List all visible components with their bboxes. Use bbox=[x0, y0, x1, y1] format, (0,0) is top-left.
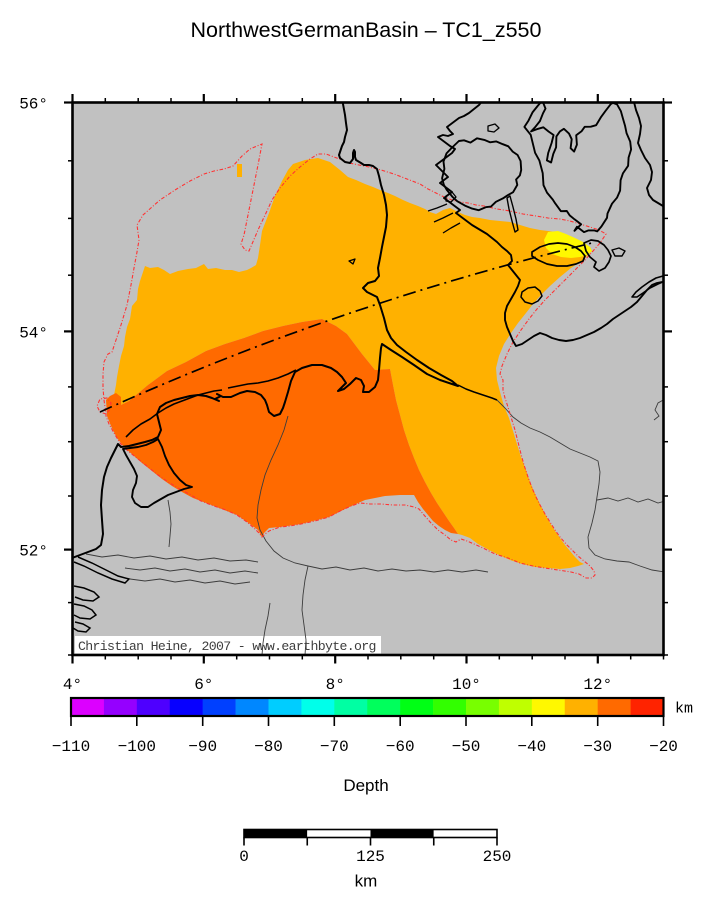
svg-text:−80: −80 bbox=[254, 738, 283, 756]
svg-text:56°: 56° bbox=[19, 96, 48, 114]
svg-text:NorthwestGermanBasin – TC1_z55: NorthwestGermanBasin – TC1_z550 bbox=[191, 18, 542, 42]
svg-text:8°: 8° bbox=[326, 676, 345, 694]
svg-text:52°: 52° bbox=[19, 543, 48, 561]
svg-text:−30: −30 bbox=[583, 738, 612, 756]
svg-text:−40: −40 bbox=[517, 738, 546, 756]
svg-text:km: km bbox=[675, 701, 693, 718]
svg-text:0: 0 bbox=[239, 848, 249, 866]
svg-text:125: 125 bbox=[356, 848, 385, 866]
svg-text:Depth: Depth bbox=[343, 776, 388, 795]
svg-text:−60: −60 bbox=[386, 738, 415, 756]
svg-text:54°: 54° bbox=[19, 324, 48, 342]
svg-text:4°: 4° bbox=[63, 676, 82, 694]
svg-text:km: km bbox=[355, 872, 378, 891]
svg-text:250: 250 bbox=[483, 848, 512, 866]
svg-text:Christian Heine, 2007 - www.ea: Christian Heine, 2007 - www.earthbyte.or… bbox=[78, 639, 376, 654]
svg-text:10°: 10° bbox=[452, 676, 481, 694]
svg-text:−50: −50 bbox=[452, 738, 481, 756]
svg-text:−20: −20 bbox=[649, 738, 678, 756]
svg-text:12°: 12° bbox=[583, 676, 612, 694]
svg-text:−70: −70 bbox=[320, 738, 349, 756]
svg-text:6°: 6° bbox=[194, 676, 213, 694]
svg-text:−110: −110 bbox=[52, 738, 90, 756]
svg-text:−90: −90 bbox=[188, 738, 217, 756]
svg-text:−100: −100 bbox=[118, 738, 156, 756]
